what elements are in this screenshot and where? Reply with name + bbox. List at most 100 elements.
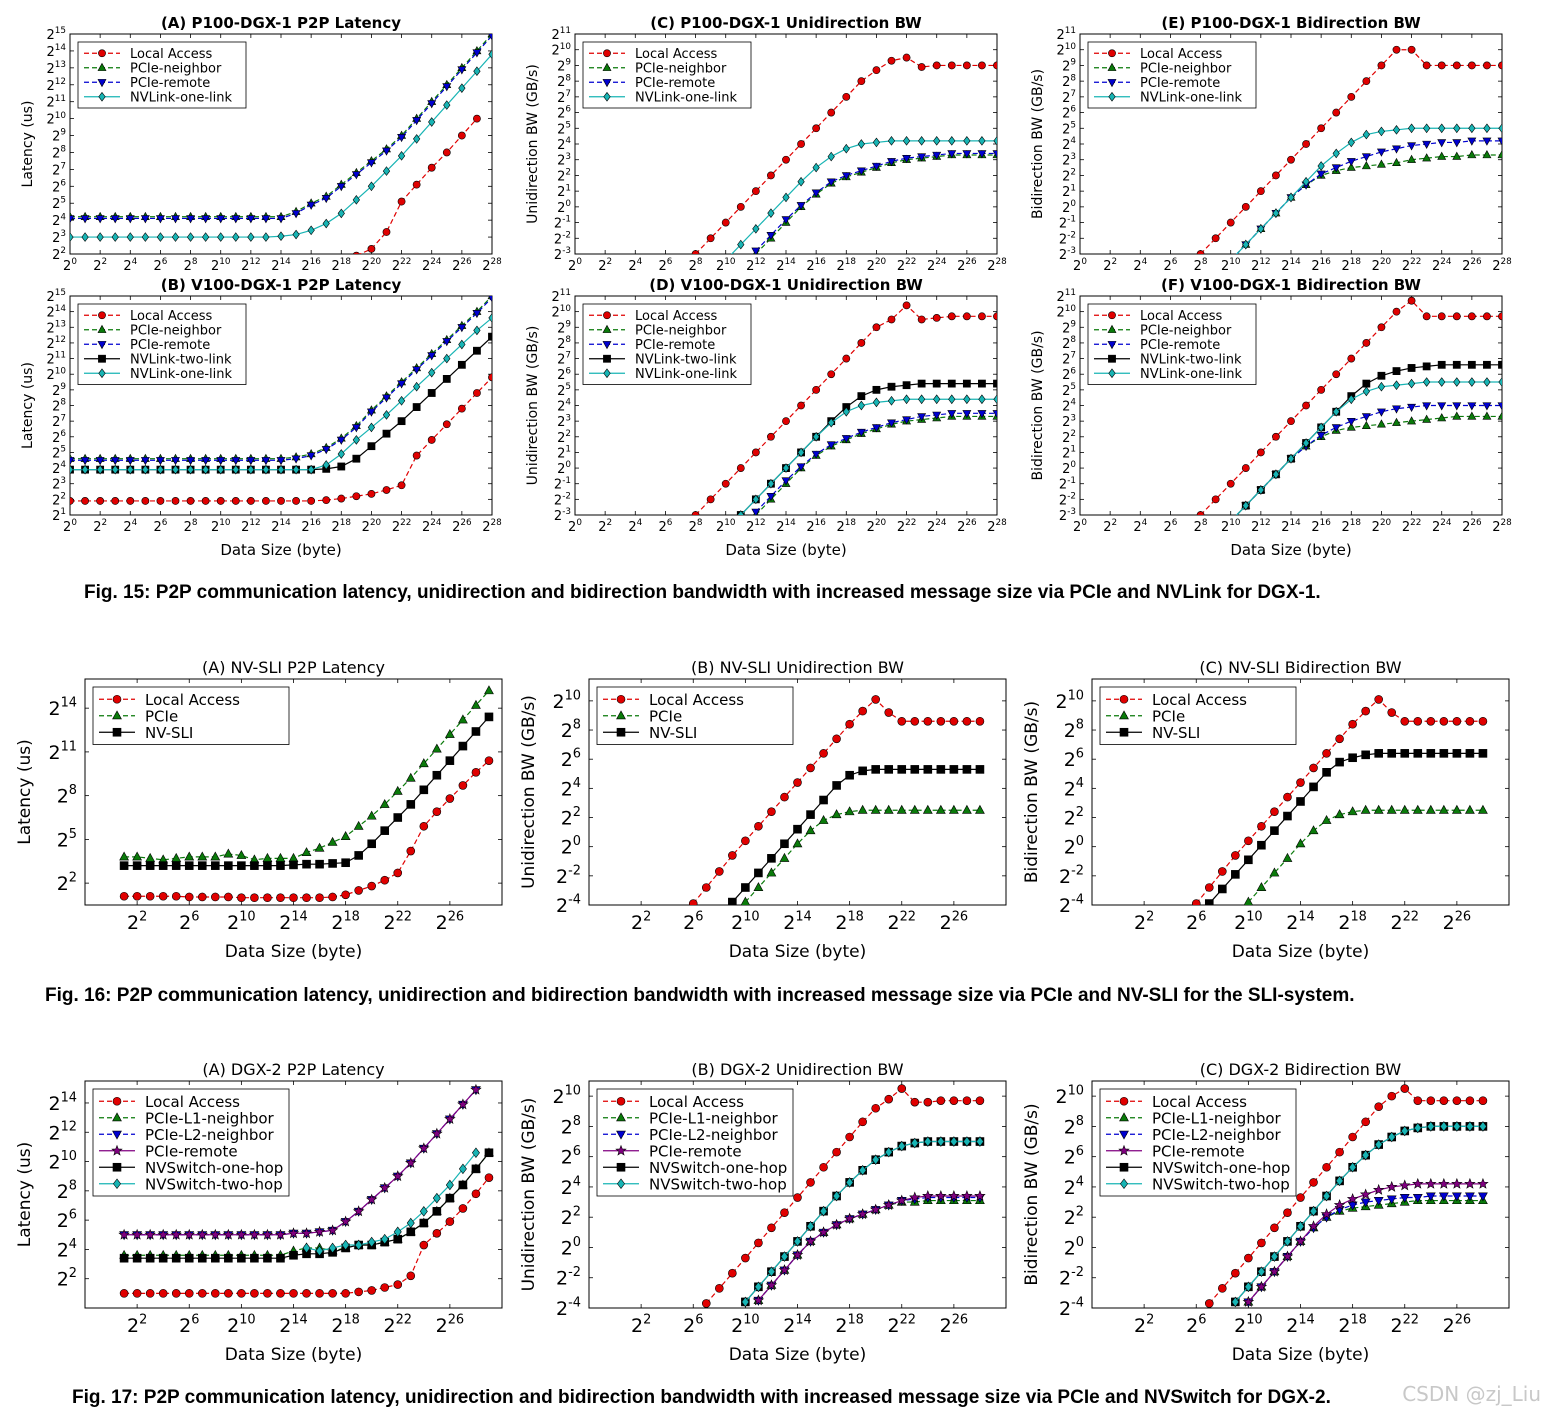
y-tick-label-exponent: 12 [61, 1120, 77, 1135]
y-tick-label-exponent: -2 [1071, 863, 1084, 878]
data-point [274, 1228, 287, 1240]
y-tick-label-exponent: 10 [1068, 1084, 1084, 1099]
data-point [830, 1218, 843, 1230]
y-tick-label-base: 2 [561, 1147, 573, 1169]
y-tick-label-exponent: -4 [568, 892, 581, 907]
data-point [184, 1253, 194, 1263]
data-point [1256, 187, 1265, 196]
data-point [1413, 1096, 1423, 1105]
legend-entry: NVLink-one-link [1094, 90, 1243, 105]
y-tick-label-base: 2 [557, 337, 565, 352]
y-tick-label-base: 2 [1062, 201, 1070, 216]
y-tick-label-base: 2 [1064, 720, 1076, 742]
data-point [819, 749, 828, 758]
data-point [974, 1189, 986, 1201]
data-point [262, 264, 269, 271]
data-point [845, 1132, 854, 1142]
y-tick-label-base: 2 [1062, 415, 1070, 430]
x-tick-label: 20 [63, 257, 77, 274]
x-tick-label-exponent: 6 [191, 1312, 199, 1327]
data-point [917, 153, 927, 162]
data-point [812, 124, 821, 133]
y-tick-label-base: 2 [46, 290, 54, 305]
y-tick-label: 22 [1064, 1205, 1084, 1230]
data-point [1412, 1177, 1424, 1189]
data-point [367, 245, 376, 253]
x-tick-label-base: 2 [1134, 912, 1146, 934]
fig17-caption: Fig. 17: P2P communication latency, unid… [72, 1387, 1331, 1408]
data-point [351, 171, 361, 180]
x-tick-label-base: 2 [1234, 1315, 1246, 1337]
y-tick-label-exponent: 6 [1076, 1144, 1084, 1159]
x-tick-label-base: 2 [1402, 259, 1410, 274]
data-point [473, 114, 481, 123]
x-tick-label-exponent: 2 [139, 1312, 147, 1327]
x-tick-label-base: 2 [940, 912, 952, 934]
x-tick-label-exponent: 28 [1501, 518, 1513, 528]
series-pcie [119, 685, 494, 864]
data-point [1244, 1253, 1253, 1263]
y-tick-label-exponent: 1 [1070, 183, 1076, 193]
y-tick-label-base: 2 [557, 201, 565, 216]
y-tick-label-base: 2 [554, 248, 562, 263]
y-tick-label: 22 [1062, 429, 1076, 446]
y-tick-label-exponent: 4 [573, 1174, 581, 1189]
data-point [322, 460, 330, 470]
x-tick-label-exponent: 14 [1298, 909, 1314, 924]
data-point [1331, 424, 1341, 433]
data-point [231, 497, 240, 505]
data-point [1360, 804, 1371, 814]
data-point [1322, 1162, 1331, 1172]
x-tick-label: 22 [1103, 518, 1117, 535]
legend-box [596, 1088, 794, 1197]
y-tick-label: 2-3 [554, 246, 571, 263]
data-point [1438, 377, 1446, 387]
data-point [1242, 500, 1250, 511]
legend-entry: NV-SLI [1106, 724, 1200, 742]
data-point [1283, 792, 1292, 802]
y-tick-label: 2-3 [554, 507, 571, 524]
y-tick-label-base: 2 [557, 384, 565, 399]
x-tick-label-exponent: 18 [845, 257, 857, 267]
legend-label: NVSwitch-two-hop [1152, 1175, 1290, 1193]
legend: Local AccessPCIe-neighborPCIe-remoteNVLi… [1087, 303, 1257, 385]
data-point [1468, 123, 1476, 134]
data-point [1438, 1192, 1449, 1202]
x-tick-label-base: 2 [1163, 259, 1171, 274]
data-point [1497, 137, 1502, 146]
series-local-access [1196, 45, 1502, 254]
data-point [752, 1294, 765, 1306]
y-tick-label: 2-3 [1059, 246, 1076, 263]
data-point [767, 208, 775, 218]
data-point [922, 1189, 934, 1201]
legend-entry: NVSwitch-one-hop [99, 1159, 283, 1177]
data-point [857, 139, 865, 149]
data-point [1478, 1192, 1488, 1202]
data-point [184, 1289, 194, 1298]
data-point [812, 385, 821, 394]
legend-label: PCIe-L2-neighbor [145, 1126, 275, 1144]
series-nvlink-one-link [1235, 377, 1502, 515]
data-point [767, 854, 776, 863]
legend-label: PCIe-neighbor [1140, 323, 1232, 338]
y-tick-label-base: 2 [552, 691, 564, 713]
x-tick-label-exponent: 4 [1142, 257, 1148, 267]
y-tick-label-base: 2 [557, 400, 565, 415]
data-point [328, 1289, 337, 1298]
data-point [1451, 1192, 1462, 1202]
x-tick-label-exponent: 22 [400, 518, 411, 528]
series-nvlink-one-link [1235, 123, 1502, 254]
y-tick-label-exponent: 14 [55, 43, 67, 53]
x-tick-label-base: 2 [211, 520, 219, 535]
data-point [1296, 778, 1305, 787]
legend-marker [1108, 354, 1116, 363]
y-tick-label-base: 2 [48, 1122, 60, 1144]
y-tick-label-base: 2 [557, 107, 565, 122]
x-tick-label: 226 [957, 257, 977, 274]
x-tick-label-base: 2 [123, 520, 131, 535]
x-tick-label-exponent: 8 [192, 518, 198, 528]
data-point [1465, 1121, 1474, 1132]
y-tick-label-exponent: 5 [60, 195, 66, 205]
data-point [302, 859, 311, 869]
data-point [896, 804, 907, 814]
